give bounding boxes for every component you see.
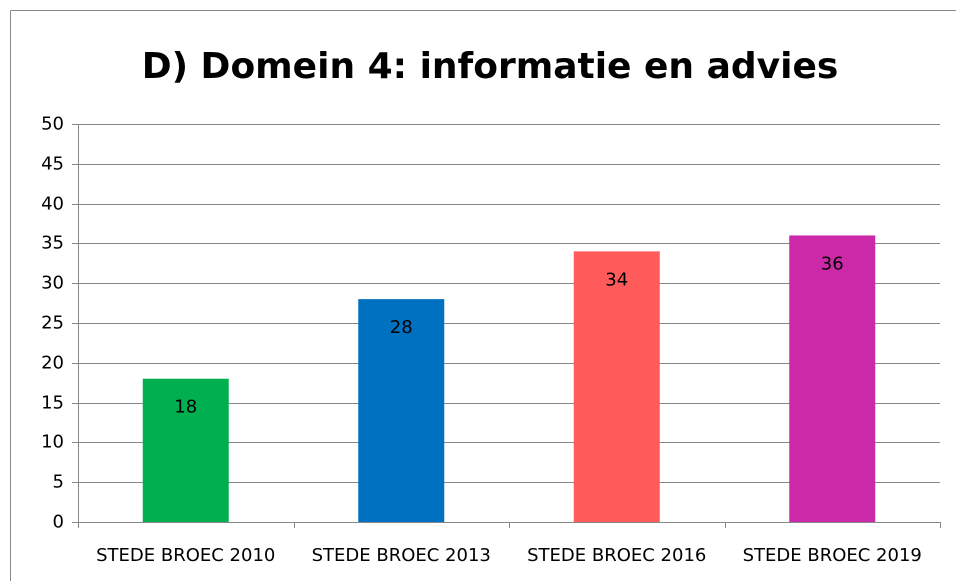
bar: [358, 299, 445, 522]
bar: [573, 251, 660, 523]
y-tick-label: 30: [41, 273, 64, 294]
y-tick-label: 5: [53, 472, 64, 493]
y-tick-label: 10: [41, 432, 64, 453]
bar: [789, 235, 876, 522]
y-tick-label: 40: [41, 194, 64, 215]
chart-title: D) Domein 4: informatie en advies: [142, 46, 839, 87]
y-tick-label: 0: [53, 512, 64, 533]
x-tick-label: STEDE BROEC 2016: [527, 545, 706, 566]
y-tick-label: 50: [41, 114, 64, 135]
data-label: 18: [174, 397, 197, 418]
x-tick-label: STEDE BROEC 2013: [312, 545, 491, 566]
y-tick-label: 45: [41, 154, 64, 175]
y-tick-label: 35: [41, 233, 64, 254]
data-label: 36: [821, 253, 844, 274]
x-tick-label: STEDE BROEC 2019: [743, 545, 922, 566]
y-tick-label: 15: [41, 393, 64, 414]
y-tick-label: 20: [41, 353, 64, 374]
y-tick-label: 25: [41, 313, 64, 334]
bar: [142, 378, 229, 522]
data-label: 34: [605, 269, 628, 290]
x-tick-label: STEDE BROEC 2010: [96, 545, 275, 566]
data-label: 28: [390, 317, 413, 338]
